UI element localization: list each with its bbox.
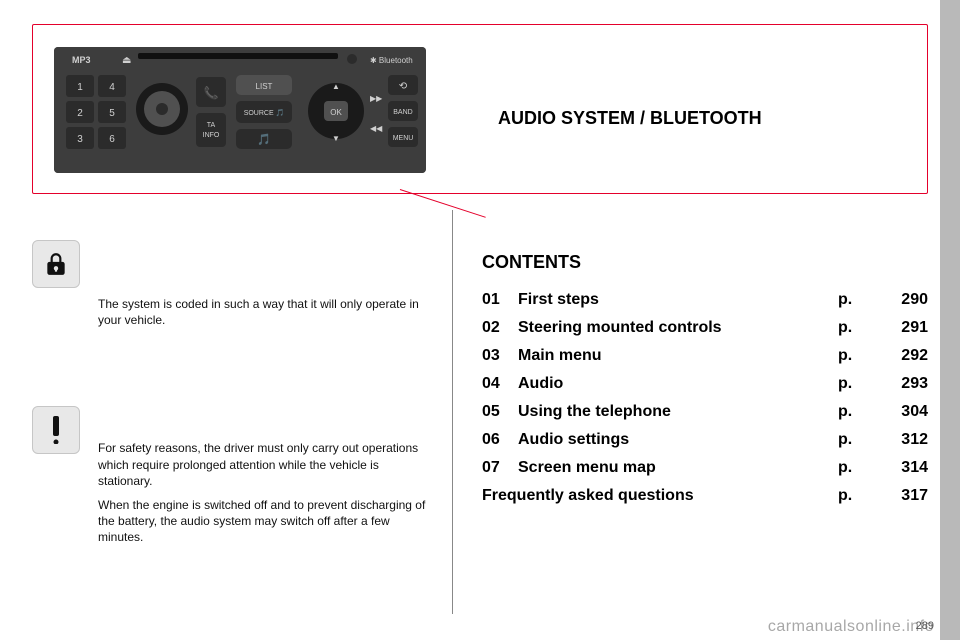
audio-unit-svg: MP3 ⏏ ✱ Bluetooth 1 2 3 4 5 6 (54, 47, 426, 173)
contents-title: CONTENTS (482, 252, 928, 273)
toc-p: p. (838, 319, 878, 337)
toc-page: 292 (878, 347, 928, 365)
warning-icon (32, 406, 80, 454)
bluetooth-label: ✱ Bluetooth (370, 56, 413, 65)
toc-row: 01 First steps p. 290 (482, 291, 928, 309)
toc-row-faq: Frequently asked questions p. 317 (482, 487, 928, 505)
lock-icon (32, 240, 80, 288)
eject-icon: ⏏ (122, 55, 131, 66)
svg-text:SOURCE 🎵: SOURCE 🎵 (244, 108, 285, 117)
toc-label: Screen menu map (518, 459, 838, 477)
toc-row: 05 Using the telephone p. 304 (482, 403, 928, 421)
toc-page: 291 (878, 319, 928, 337)
svg-text:▶▶: ▶▶ (370, 94, 383, 103)
toc: 01 First steps p. 290 02 Steering mounte… (482, 291, 928, 505)
toc-row: 06 Audio settings p. 312 (482, 431, 928, 449)
toc-label: Main menu (518, 347, 838, 365)
safety-note: For safety reasons, the driver must only… (32, 406, 432, 553)
toc-p: p. (838, 431, 878, 449)
toc-page: 312 (878, 431, 928, 449)
toc-p: p. (838, 291, 878, 309)
toc-label: Steering mounted controls (518, 319, 838, 337)
column-divider (452, 210, 453, 614)
svg-text:5: 5 (109, 108, 115, 119)
toc-num: 02 (482, 319, 518, 337)
toc-label: Audio (518, 375, 838, 393)
toc-page: 290 (878, 291, 928, 309)
svg-text:OK: OK (330, 108, 342, 117)
toc-num: 06 (482, 431, 518, 449)
toc-num: 03 (482, 347, 518, 365)
cd-slot (138, 53, 338, 59)
svg-text:BAND: BAND (393, 109, 412, 116)
toc-row: 04 Audio p. 293 (482, 375, 928, 393)
manual-page: MP3 ⏏ ✱ Bluetooth 1 2 3 4 5 6 (0, 0, 960, 640)
toc-row: 03 Main menu p. 292 (482, 347, 928, 365)
toc-page: 293 (878, 375, 928, 393)
toc-label: Using the telephone (518, 403, 838, 421)
toc-p: p. (838, 487, 878, 505)
toc-p: p. (838, 375, 878, 393)
svg-text:🎵: 🎵 (257, 133, 271, 146)
toc-p: p. (838, 459, 878, 477)
toc-label: Frequently asked questions (482, 487, 838, 505)
toc-page: 304 (878, 403, 928, 421)
safety-text: For safety reasons, the driver must only… (98, 440, 432, 553)
svg-text:▼: ▼ (332, 134, 340, 143)
toc-p: p. (838, 403, 878, 421)
svg-text:📞: 📞 (204, 85, 219, 100)
toc-num: 07 (482, 459, 518, 477)
svg-text:◀◀: ◀◀ (370, 124, 383, 133)
svg-text:INFO: INFO (203, 132, 220, 139)
safety-paragraph-1: For safety reasons, the driver must only… (98, 440, 432, 489)
coded-text: The system is coded in such a way that i… (98, 296, 432, 336)
toc-num: 04 (482, 375, 518, 393)
contents-section: CONTENTS 01 First steps p. 290 02 Steeri… (482, 252, 928, 515)
ta-info-button (196, 113, 226, 147)
toc-row: 02 Steering mounted controls p. 291 (482, 319, 928, 337)
left-column: The system is coded in such a way that i… (32, 240, 432, 624)
safety-paragraph-2: When the engine is switched off and to p… (98, 497, 432, 546)
svg-text:▲: ▲ (332, 82, 340, 91)
watermark: carmanualsonline.info (768, 618, 934, 636)
svg-text:MENU: MENU (393, 135, 414, 142)
page-title: AUDIO SYSTEM / BLUETOOTH (498, 108, 762, 129)
svg-text:1: 1 (77, 82, 83, 93)
side-strip (940, 0, 960, 640)
svg-text:6: 6 (109, 134, 115, 145)
toc-label: First steps (518, 291, 838, 309)
svg-text:4: 4 (109, 82, 115, 93)
svg-text:3: 3 (77, 134, 83, 145)
toc-num: 05 (482, 403, 518, 421)
toc-num: 01 (482, 291, 518, 309)
coded-note: The system is coded in such a way that i… (32, 240, 432, 336)
svg-text:TA: TA (207, 122, 216, 129)
svg-text:⟲: ⟲ (399, 81, 408, 92)
toc-page: 317 (878, 487, 928, 505)
audio-unit-image: MP3 ⏏ ✱ Bluetooth 1 2 3 4 5 6 (54, 47, 426, 173)
toc-p: p. (838, 347, 878, 365)
toc-label: Audio settings (518, 431, 838, 449)
svg-text:2: 2 (77, 108, 83, 119)
page-number: 289 (916, 620, 934, 632)
toc-row: 07 Screen menu map p. 314 (482, 459, 928, 477)
mp3-label: MP3 (72, 55, 91, 65)
coded-paragraph: The system is coded in such a way that i… (98, 296, 432, 328)
svg-text:LIST: LIST (256, 82, 273, 91)
toc-page: 314 (878, 459, 928, 477)
